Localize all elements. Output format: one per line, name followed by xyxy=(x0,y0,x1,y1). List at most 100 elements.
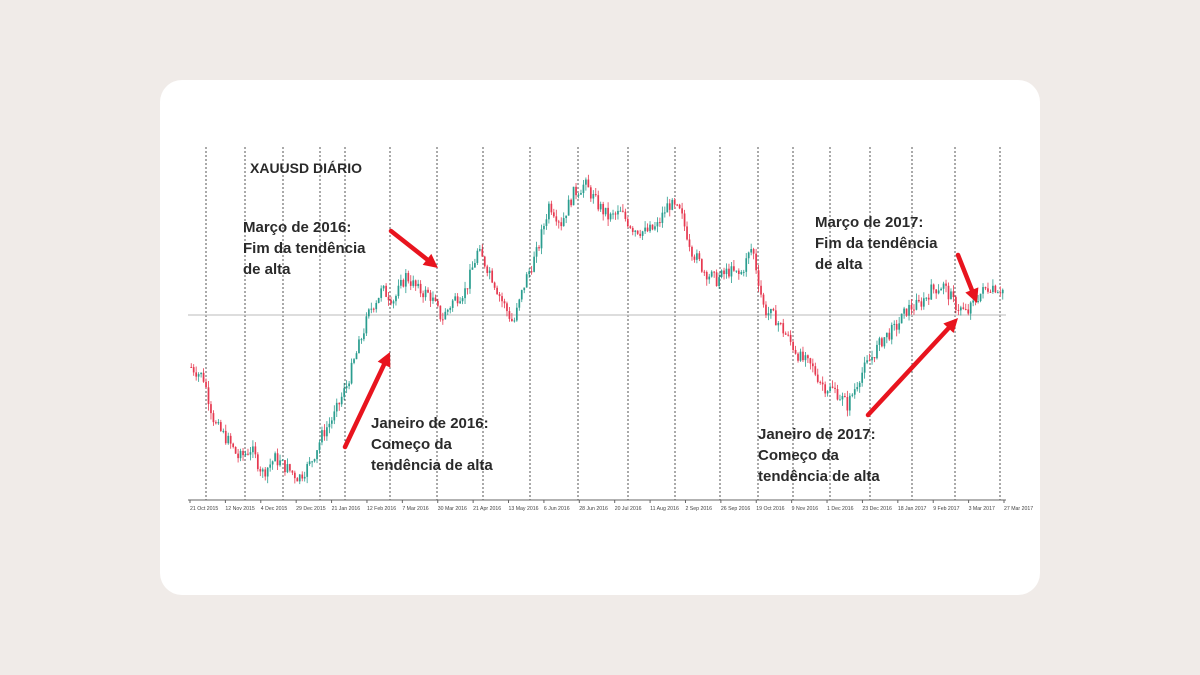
annotation-line: Março de 2017: xyxy=(815,214,924,231)
candle-body xyxy=(779,322,782,324)
candle-body xyxy=(321,430,323,443)
candle-body xyxy=(641,231,644,236)
annotation-line: Janeiro de 2016: xyxy=(371,415,489,432)
candle-body xyxy=(935,289,938,294)
candle-body xyxy=(427,289,429,293)
candle-body xyxy=(846,397,849,411)
candle-body xyxy=(745,258,748,272)
candle-body xyxy=(839,399,841,401)
candle-body xyxy=(599,203,602,210)
candle-body xyxy=(358,339,360,354)
x-tick-label: 27 Mar 2017 xyxy=(1004,506,1033,512)
x-tick-label: 21 Apr 2016 xyxy=(473,506,501,512)
candle-body xyxy=(303,476,306,479)
candle-body xyxy=(977,301,979,303)
chart-card xyxy=(160,80,1040,595)
candle-body xyxy=(372,308,375,310)
candle-body xyxy=(261,469,264,472)
candles xyxy=(190,174,1004,485)
x-tick-label: 19 Oct 2016 xyxy=(756,506,784,512)
candle-body xyxy=(200,372,202,375)
candle-body xyxy=(765,304,767,316)
candle-body xyxy=(654,226,656,230)
candle-body xyxy=(782,323,785,334)
candle-body xyxy=(367,309,370,317)
candle-body xyxy=(624,211,627,219)
candle-body xyxy=(543,225,545,230)
candle-body xyxy=(284,460,286,473)
candle-body xyxy=(311,461,313,463)
candle-body xyxy=(212,413,215,423)
candle-body xyxy=(419,283,422,294)
candle-body xyxy=(767,313,770,316)
candle-body xyxy=(681,208,683,214)
candle-body xyxy=(752,249,755,254)
candle-body xyxy=(760,285,762,295)
candle-body xyxy=(279,460,281,466)
candle-body xyxy=(964,308,967,310)
candle-body xyxy=(932,284,935,290)
candle-body xyxy=(589,187,592,199)
candle-body xyxy=(513,320,516,322)
candle-body xyxy=(476,250,479,264)
candle-body xyxy=(762,294,765,305)
candle-body xyxy=(671,199,674,210)
candle-body xyxy=(247,453,249,455)
candle-body xyxy=(301,474,304,479)
candle-body xyxy=(459,301,461,304)
candle-body xyxy=(972,300,975,303)
candle-body xyxy=(291,470,294,473)
candle-body xyxy=(397,285,400,297)
candle-body xyxy=(774,310,777,326)
candle-body xyxy=(811,363,814,367)
candle-body xyxy=(508,311,511,319)
candle-body xyxy=(326,427,328,437)
candle-body xyxy=(350,362,353,384)
candle-body xyxy=(330,420,333,424)
candle-body xyxy=(787,334,790,336)
candle-body xyxy=(668,203,671,210)
candle-body xyxy=(293,472,296,479)
candle-body xyxy=(676,204,679,206)
candle-body xyxy=(365,316,368,334)
candle-body xyxy=(469,269,471,289)
x-tick-label: 9 Feb 2017 xyxy=(933,506,959,512)
candle-body xyxy=(913,309,915,311)
candle-body xyxy=(922,298,925,307)
candle-body xyxy=(224,430,227,444)
x-tick-label: 30 Mar 2016 xyxy=(438,506,467,512)
candle-body xyxy=(836,389,839,400)
candle-body xyxy=(585,179,587,185)
candle-body xyxy=(192,367,195,373)
candle-body xyxy=(883,337,886,347)
annotation-arrow xyxy=(955,252,979,303)
candle-body xyxy=(269,464,272,468)
candle-body xyxy=(345,386,348,389)
candle-body xyxy=(530,271,533,273)
candle-body xyxy=(446,309,449,312)
candle-body xyxy=(824,384,827,394)
candle-body xyxy=(348,383,350,387)
candle-body xyxy=(659,222,661,224)
candle-body xyxy=(313,459,316,462)
candle-body xyxy=(893,323,896,325)
candle-body xyxy=(609,213,612,220)
x-tick-label: 28 Jun 2016 xyxy=(579,506,608,512)
candle-body xyxy=(540,229,543,249)
candle-body xyxy=(730,266,733,277)
candle-body xyxy=(770,308,772,314)
candle-body xyxy=(683,213,686,227)
annotation-arrow xyxy=(388,228,438,268)
candle-body xyxy=(715,272,718,286)
candle-body xyxy=(982,287,984,294)
candle-body xyxy=(432,297,434,301)
candle-body xyxy=(890,324,893,340)
annotation-march-2017: Março de 2017: Fim da tendência de alta xyxy=(815,212,938,275)
candle-body xyxy=(950,291,952,300)
candle-body xyxy=(242,450,244,456)
candle-body xyxy=(582,184,585,194)
candle-body xyxy=(222,430,225,432)
candle-body xyxy=(878,338,881,345)
candle-body xyxy=(533,256,535,272)
